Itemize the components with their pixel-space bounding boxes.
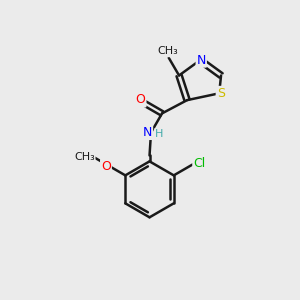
Text: S: S [217, 87, 225, 100]
Text: H: H [155, 129, 164, 139]
Text: N: N [143, 126, 152, 139]
Text: N: N [196, 54, 206, 67]
Text: CH₃: CH₃ [74, 152, 94, 162]
Text: CH₃: CH₃ [157, 46, 178, 56]
Text: O: O [101, 160, 111, 173]
Text: Cl: Cl [193, 157, 206, 170]
Text: O: O [136, 94, 146, 106]
